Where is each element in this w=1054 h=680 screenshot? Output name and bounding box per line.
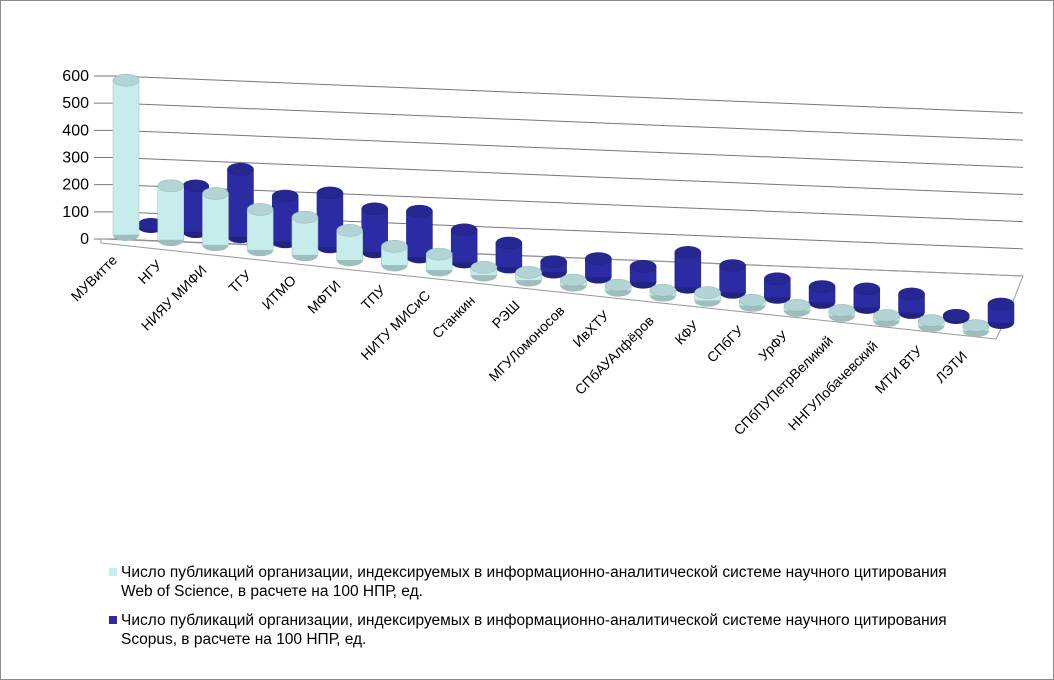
x-tick-label: ИТМО (259, 272, 300, 313)
bar-cap (918, 314, 945, 327)
bar-cap (649, 283, 677, 297)
grid-line (115, 102, 1024, 141)
legend-item: Число публикаций организации, индексируе… (109, 611, 969, 649)
bar-cap (425, 247, 453, 261)
bar-cap (361, 202, 388, 216)
grid-line (115, 184, 1024, 223)
bar-cap (719, 259, 746, 272)
bar-cap (112, 73, 140, 87)
bar-cap (227, 162, 254, 176)
bar-cap (246, 203, 274, 216)
bar-cap (694, 286, 721, 299)
x-tick-label: МТИ ВТУ (872, 343, 926, 397)
bar-cap (783, 299, 811, 312)
bar-cap (470, 261, 498, 274)
x-tick-label: УрФУ (755, 328, 791, 364)
bar-cap (406, 204, 433, 218)
bar-cap (828, 304, 856, 317)
x-tick-label: ТПУ (358, 282, 389, 313)
grid-line (115, 157, 1024, 195)
x-tick-label: СПбПУПетрВеликий (730, 333, 835, 438)
bar-cap (898, 287, 925, 301)
bar-cap (271, 189, 299, 203)
bar-cap (157, 179, 184, 192)
bar-cap (495, 236, 523, 250)
y-tick-label: 600 (62, 68, 89, 85)
bar-cap (987, 297, 1015, 311)
bar-cap (873, 309, 900, 322)
bar (291, 216, 319, 256)
bar-cap (450, 223, 478, 237)
bar-cap (560, 273, 587, 287)
x-tick-label: ЛЭТИ (932, 348, 970, 386)
x-tick-label: МФТИ (304, 277, 344, 317)
legend-swatch (109, 616, 117, 624)
bar-cap (764, 272, 791, 285)
legend-label: Число публикаций организации, индексируе… (121, 564, 947, 600)
bar-cap (962, 319, 990, 332)
x-tick-label: МУВитте (68, 252, 121, 305)
y-tick-label: 200 (62, 177, 89, 194)
bar (406, 210, 433, 258)
bar-cap (540, 255, 567, 268)
bar (157, 185, 184, 241)
bar (246, 209, 274, 251)
x-tick-label: Станкин (429, 292, 478, 341)
y-tick-label: 100 (62, 204, 89, 221)
bar-cap (585, 252, 612, 265)
y-tick-label: 0 (80, 231, 89, 248)
legend: Число публикаций организации, индексируе… (109, 563, 969, 659)
bar-cap (316, 186, 344, 200)
bar-cap (515, 266, 542, 279)
bar (112, 79, 140, 236)
y-tick-label: 400 (62, 122, 89, 139)
bar-cap (853, 282, 881, 296)
x-tick-label: НГУ (135, 257, 165, 287)
bar-cap (202, 187, 229, 200)
legend-label: Число публикаций организации, индексируе… (121, 612, 947, 648)
bar-cap (336, 224, 363, 237)
x-tick-label: ТГУ (225, 267, 254, 296)
x-tick-label: РЭШ (489, 297, 523, 331)
bar-cap (291, 210, 319, 224)
grid-line (115, 129, 1024, 168)
bar-cap (739, 294, 766, 307)
x-tick-label: ННГУЛобачевский (785, 338, 881, 434)
bar (202, 193, 229, 246)
y-tick-label: 300 (62, 150, 89, 167)
legend-item: Число публикаций организации, индексируе… (109, 563, 969, 601)
y-tick-label: 500 (62, 95, 89, 112)
bar-cap (629, 260, 657, 273)
x-tick-label: ИвХТУ (570, 307, 613, 350)
bar-cap (943, 308, 970, 322)
bar-cap (674, 246, 702, 259)
grid-line (115, 75, 1024, 114)
legend-swatch (109, 568, 117, 576)
bar-cap (604, 278, 632, 292)
bar-cap (381, 240, 408, 253)
x-tick-label: КФУ (672, 317, 702, 347)
x-tick-label: СПбГУ (704, 322, 747, 365)
bar-cap (808, 280, 836, 293)
